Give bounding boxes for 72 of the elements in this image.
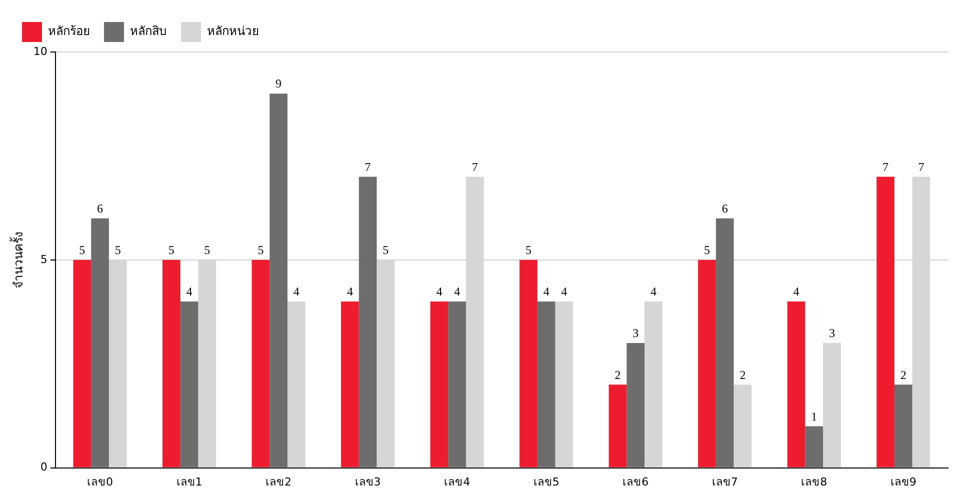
bar — [537, 301, 556, 468]
data-label: 5 — [525, 243, 532, 258]
bar — [358, 176, 377, 468]
data-label: 2 — [614, 368, 621, 382]
x-tick-label: เลข7 — [712, 475, 738, 488]
y-tick-label: 5 — [40, 252, 48, 266]
bar — [716, 218, 734, 468]
bar — [252, 260, 270, 468]
legend-label: หลักร้อย — [48, 24, 90, 38]
bar — [91, 218, 109, 468]
data-label: 5 — [204, 243, 210, 258]
data-label: 6 — [97, 201, 104, 216]
data-label: 5 — [258, 243, 264, 258]
data-label: 5 — [704, 243, 710, 258]
bar — [894, 384, 912, 468]
bar — [270, 94, 288, 468]
x-tick-label: เลข4 — [444, 475, 470, 488]
data-label: 4 — [346, 284, 353, 299]
bar — [734, 384, 752, 468]
bar — [448, 301, 466, 468]
y-tick-label: 10 — [33, 44, 48, 58]
data-label: 5 — [79, 243, 86, 258]
x-tick-label: เลข5 — [533, 475, 560, 488]
bar — [787, 301, 806, 468]
legend-label: หลักสิบ — [130, 24, 167, 38]
data-label: 7 — [364, 160, 371, 174]
bar — [823, 343, 841, 468]
data-label: 5 — [114, 243, 121, 258]
data-label: 4 — [186, 284, 192, 299]
data-label: 4 — [454, 284, 460, 299]
data-label: 5 — [168, 243, 174, 258]
data-label: 3 — [828, 326, 835, 340]
bar — [162, 260, 180, 468]
data-label: 2 — [900, 368, 906, 382]
data-label: 5 — [382, 243, 389, 258]
data-label: 6 — [722, 201, 728, 216]
bar — [555, 301, 574, 468]
x-tick-label: เลข0 — [87, 475, 114, 488]
data-label: 3 — [632, 326, 639, 340]
bar — [341, 301, 359, 468]
data-label: 4 — [543, 284, 550, 299]
data-label: 4 — [436, 284, 442, 299]
data-label: 4 — [561, 284, 568, 299]
data-label: 4 — [793, 284, 800, 299]
data-label: 7 — [918, 160, 924, 174]
bar — [180, 301, 198, 468]
bar — [876, 176, 894, 468]
x-tick-label: เลข6 — [622, 475, 649, 488]
bar — [287, 301, 306, 468]
data-label: 7 — [472, 160, 478, 174]
data-label: 4 — [650, 284, 656, 299]
bar — [608, 384, 627, 468]
data-label: 4 — [293, 284, 300, 299]
bar — [73, 260, 92, 468]
bar — [805, 426, 824, 468]
data-label: 1 — [811, 409, 818, 424]
bar — [698, 260, 716, 468]
bar — [430, 301, 448, 468]
x-tick-label: เลข8 — [801, 475, 828, 488]
x-tick-label: เลข3 — [354, 475, 381, 488]
bar — [626, 343, 645, 468]
bar — [644, 301, 662, 468]
y-tick-label: 0 — [40, 460, 48, 474]
legend-label: หลักหน่วย — [207, 24, 259, 38]
x-tick-label: เลข1 — [176, 475, 202, 488]
x-tick-label: เลข9 — [890, 475, 916, 488]
data-label: 9 — [276, 76, 282, 91]
x-tick-label: เลข2 — [266, 475, 292, 488]
bar — [520, 260, 538, 468]
data-label: 7 — [882, 160, 889, 174]
data-label: 2 — [740, 368, 746, 382]
y-axis-title: จำนวนครั้ง — [9, 231, 26, 288]
